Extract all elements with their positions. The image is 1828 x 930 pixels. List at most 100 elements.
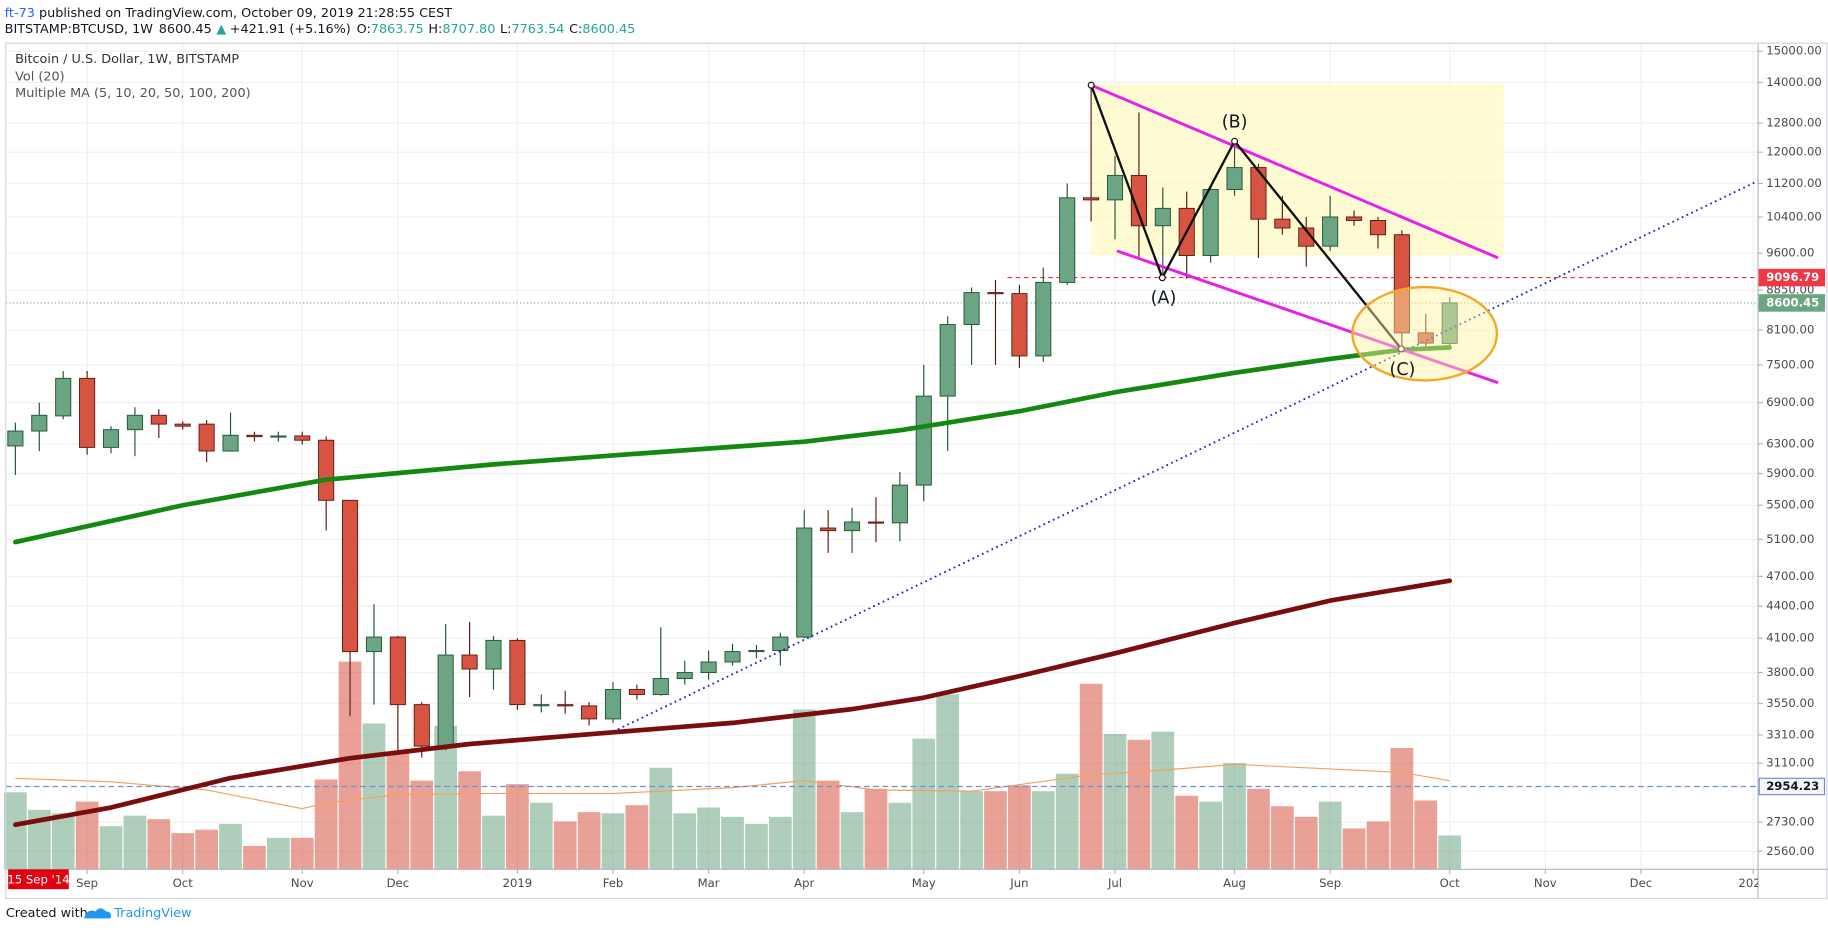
candle-body	[867, 521, 885, 524]
volume-bar	[1127, 739, 1151, 870]
price-line-box	[1758, 294, 1826, 312]
candle-body	[1202, 189, 1219, 257]
volume-bar	[458, 771, 481, 870]
arrow: ▲	[216, 22, 226, 37]
price-line-label: 8600.45	[1766, 295, 1819, 309]
volume-bar	[1390, 747, 1414, 870]
x-tick-label: May	[912, 876, 936, 890]
candle-body	[724, 651, 741, 663]
volume-bar	[1079, 683, 1103, 870]
candle-body	[1298, 227, 1315, 247]
x-tick-label: Feb	[603, 876, 624, 890]
candle-body	[174, 423, 191, 427]
candle-body	[55, 377, 72, 417]
candle-body	[700, 661, 717, 674]
footer-brand[interactable]: TradingView	[113, 906, 191, 921]
volume-bar	[768, 816, 792, 870]
change: +421.91 (+5.16%)	[230, 22, 351, 37]
volume-bar	[386, 752, 410, 870]
candle-body	[270, 435, 287, 438]
open: 7863.75	[371, 22, 424, 37]
volume-bar	[840, 812, 864, 870]
moving-average	[13, 578, 1453, 828]
volume-bar	[51, 813, 75, 870]
x-tick-label: Nov	[1534, 876, 1557, 890]
candle-body	[1106, 174, 1124, 201]
y-tick-label: 14000.00	[1766, 75, 1822, 89]
y-tick-label: 4400.00	[1766, 599, 1814, 613]
price-line-label: 9096.79	[1766, 270, 1819, 284]
candle-body	[915, 395, 932, 486]
volume-bar	[243, 845, 266, 870]
candle-body	[318, 439, 335, 501]
highlight-ellipse	[1351, 285, 1499, 382]
candle-body	[1322, 216, 1339, 247]
y-tick-label: 4100.00	[1766, 631, 1814, 645]
volume-bar	[745, 823, 768, 870]
abc-wave	[1090, 84, 1403, 350]
volume-bar	[1294, 816, 1318, 870]
x-tick-label: Sep	[1319, 876, 1341, 890]
candle-body	[557, 704, 574, 707]
candle-body	[1226, 167, 1243, 191]
volume-bar	[816, 780, 840, 870]
y-tick-label: 6300.00	[1766, 436, 1814, 450]
candle-body	[581, 705, 598, 720]
volume-bar	[984, 791, 1007, 870]
volume-bar	[1008, 785, 1031, 870]
price-pane	[5, 85, 1759, 828]
volume-bar	[912, 738, 936, 870]
volume-bar	[1175, 795, 1199, 870]
wave-label: (B)	[1222, 113, 1248, 133]
volume-bar	[362, 723, 386, 870]
x-tick-label: Jun	[1009, 876, 1028, 890]
volume-bar	[936, 694, 960, 870]
volume-bar	[4, 792, 27, 870]
y-tick-label: 3800.00	[1766, 665, 1814, 679]
volume-bar	[266, 837, 290, 870]
x-tick-label: Nov	[291, 876, 314, 890]
wave-point	[1158, 274, 1166, 282]
volume-bar	[1223, 763, 1246, 870]
candle-body	[150, 414, 167, 425]
volume-bar	[434, 725, 458, 870]
volume-bar	[1342, 828, 1366, 870]
volume-bar	[1438, 835, 1462, 870]
x-tick-label: Sep	[76, 876, 98, 890]
y-tick-label: 5900.00	[1766, 466, 1814, 480]
volume-bar	[697, 807, 720, 870]
x-tick-label: Oct	[1440, 876, 1461, 890]
x-tick-label: Aug	[1223, 876, 1246, 890]
candle-body	[198, 423, 215, 452]
price-line-box	[1758, 777, 1826, 796]
wave-label: (A)	[1151, 289, 1177, 309]
candle-body	[1011, 293, 1028, 357]
candle-body	[1130, 174, 1147, 227]
y-tick-label: 7500.00	[1766, 357, 1814, 371]
volume-bar	[171, 833, 195, 870]
x-tick-label: Mar	[698, 876, 720, 890]
low-label: L:	[500, 22, 511, 37]
volume-bar	[123, 815, 147, 870]
footer-text: Created with	[6, 906, 88, 921]
open-label: O:	[357, 22, 371, 37]
volume-bar	[1247, 788, 1270, 870]
volume-bar	[1318, 801, 1342, 870]
axes: 2560.00 2730.00 3110.00 3310.00 3550.00 3800.…	[76, 44, 1826, 890]
quote-line: BITSTAMP:BTCUSD, 1W 8600.45 ▲ +421.91 (+5.1…	[5, 22, 636, 37]
volume-bar	[601, 813, 625, 870]
volume-bar	[577, 812, 601, 870]
x-tick-label: 2019	[503, 876, 533, 890]
volume-bar	[792, 709, 816, 870]
candle-body	[461, 654, 478, 670]
volume-bar	[864, 788, 888, 870]
volume-bar	[1366, 821, 1390, 870]
volume-bar	[195, 829, 218, 870]
candle-body	[844, 521, 861, 532]
volume-bar	[506, 784, 529, 870]
candle-body	[1274, 218, 1291, 229]
volume-bar	[482, 815, 505, 870]
header-line: ft-73 published on TradingView.com, Octo…	[5, 5, 453, 20]
candle-body	[246, 434, 263, 438]
